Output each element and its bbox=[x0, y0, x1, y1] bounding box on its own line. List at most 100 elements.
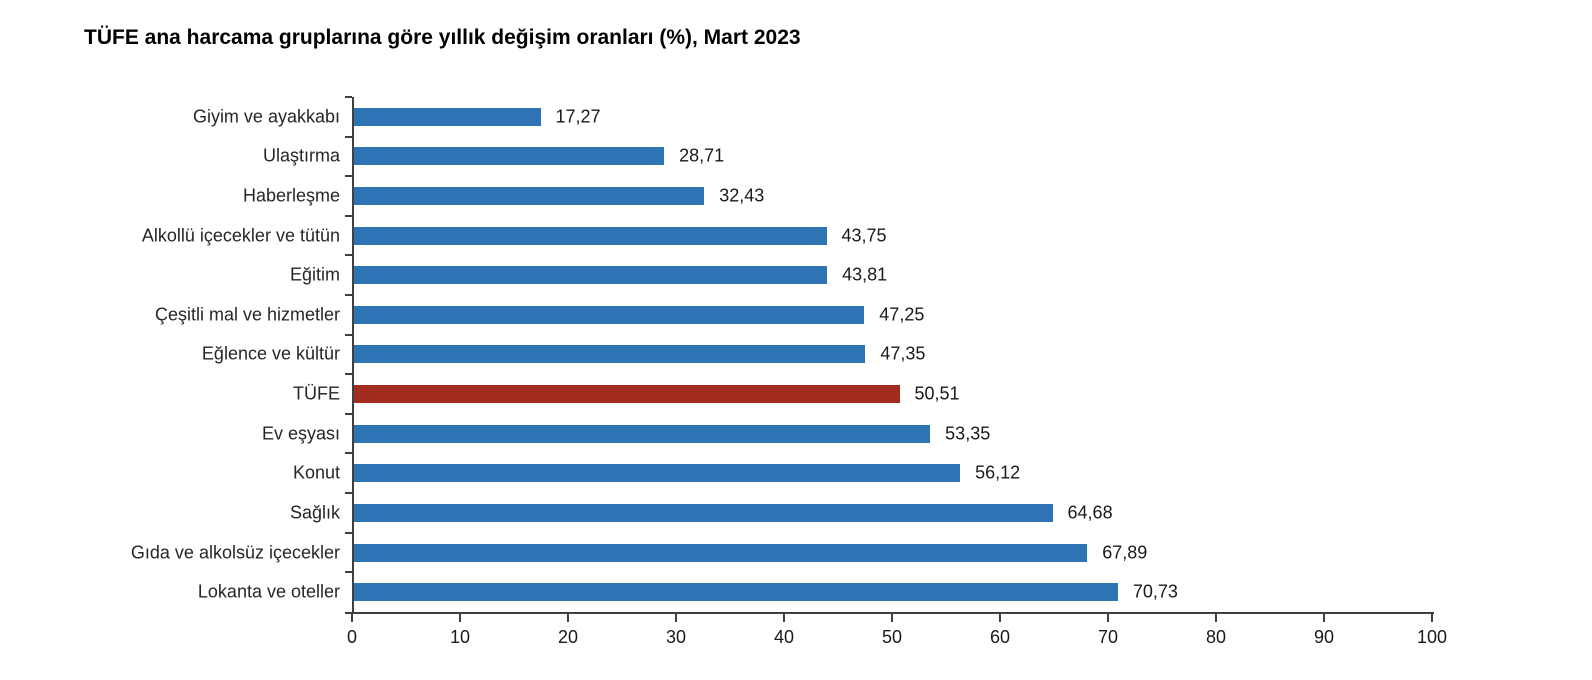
category-label: Ulaştırma bbox=[262, 145, 340, 166]
value-label: 32,43 bbox=[719, 185, 765, 206]
chart-title: TÜFE ana harcama gruplarına göre yıllık … bbox=[84, 26, 801, 49]
y-axis-tick bbox=[345, 492, 352, 495]
y-axis-tick bbox=[345, 214, 352, 217]
chart-row: Gıda ve alkolsüz içecekler 67,89 bbox=[131, 531, 1434, 573]
x-axis-tick: 10 bbox=[450, 614, 470, 648]
chart-row: Eğitim 43,81 bbox=[290, 254, 1434, 295]
y-axis-tick bbox=[345, 294, 352, 297]
x-tick-label: 70 bbox=[1097, 627, 1119, 647]
x-tick-mark bbox=[891, 614, 893, 622]
y-axis-tick bbox=[345, 373, 352, 376]
plot-area: Giyim ve ayakkabı 17,27 Ulaştırma 28,71 Habe… bbox=[131, 96, 1434, 614]
y-axis-tick bbox=[345, 531, 352, 534]
chart-row: Lokanta ve oteller 70,73 bbox=[198, 571, 1434, 612]
bar bbox=[354, 226, 827, 245]
x-axis-tick: 90 bbox=[1314, 614, 1334, 648]
value-label: 17,27 bbox=[555, 106, 601, 127]
bar bbox=[354, 345, 866, 364]
bar bbox=[354, 305, 865, 324]
x-tick-mark bbox=[567, 614, 569, 622]
x-tick-label: 100 bbox=[1416, 627, 1448, 647]
chart-row: Konut 56,12 bbox=[293, 452, 1434, 493]
x-tick-label: 0 bbox=[346, 627, 358, 647]
x-axis-tick: 20 bbox=[558, 614, 578, 648]
x-tick-mark bbox=[1430, 614, 1433, 622]
chart-row: TÜFE 50,51 bbox=[293, 373, 1434, 414]
value-label: 67,89 bbox=[1102, 542, 1148, 562]
chart-row: Eğlence ve kültür 47,35 bbox=[202, 333, 1434, 375]
category-label: Eğlence ve kültür bbox=[201, 343, 340, 364]
bar bbox=[354, 187, 705, 206]
x-axis: 0 10 20 30 40 50 60 70 80 90 100 bbox=[347, 614, 1447, 658]
y-axis-tick bbox=[345, 571, 352, 574]
x-tick-mark bbox=[1323, 614, 1325, 622]
x-axis-tick: 100 bbox=[1417, 614, 1447, 648]
x-tick-label: 90 bbox=[1313, 627, 1335, 647]
chart-row: Ev eşyası 53,35 bbox=[262, 412, 1434, 454]
x-tick-mark bbox=[459, 614, 461, 622]
category-label: TÜFE bbox=[293, 383, 340, 404]
y-axis-tick bbox=[345, 175, 352, 178]
category-label: Çeşitli mal ve hizmetler bbox=[154, 304, 340, 325]
bar bbox=[354, 266, 828, 285]
value-label: 47,25 bbox=[879, 304, 925, 325]
value-label: 56,12 bbox=[975, 462, 1021, 483]
category-label: Eğitim bbox=[289, 264, 340, 285]
category-label: Gıda ve alkolsüz içecekler bbox=[130, 542, 340, 562]
chart-row: Çeşitli mal ve hizmetler 47,25 bbox=[155, 294, 1434, 335]
x-tick-mark bbox=[999, 614, 1001, 622]
x-axis-tick: 30 bbox=[666, 614, 686, 648]
category-label: Haberleşme bbox=[242, 185, 340, 206]
category-label: Konut bbox=[292, 462, 340, 483]
x-tick-mark bbox=[675, 614, 677, 622]
bar bbox=[354, 464, 961, 483]
x-tick-label: 50 bbox=[881, 627, 903, 647]
value-label: 50,51 bbox=[914, 383, 960, 404]
y-axis-tick bbox=[345, 412, 352, 415]
x-tick-mark bbox=[350, 614, 353, 622]
chart-row: Ulaştırma 28,71 bbox=[263, 135, 1434, 177]
y-axis-tick bbox=[345, 254, 352, 257]
chart-row: Giyim ve ayakkabı 17,27 bbox=[193, 96, 1434, 137]
x-tick-label: 10 bbox=[449, 627, 471, 647]
category-label: Ev eşyası bbox=[261, 423, 340, 444]
bar bbox=[354, 147, 665, 166]
value-label: 47,35 bbox=[880, 343, 926, 364]
y-axis-tick bbox=[345, 135, 352, 138]
x-axis-tick: 60 bbox=[990, 614, 1010, 648]
y-axis-tick bbox=[345, 96, 352, 98]
category-label: Lokanta ve oteller bbox=[197, 581, 340, 602]
x-tick-mark bbox=[1107, 614, 1109, 622]
x-tick-mark bbox=[1215, 614, 1217, 622]
x-tick-label: 30 bbox=[665, 627, 687, 647]
chart-row: Sağlık 64,68 bbox=[290, 492, 1434, 533]
y-axis-tick bbox=[345, 452, 352, 455]
value-label: 53,35 bbox=[945, 423, 991, 444]
category-label: Sağlık bbox=[289, 502, 340, 523]
bar bbox=[354, 583, 1118, 602]
x-axis-tick: 40 bbox=[774, 614, 794, 648]
value-label: 70,73 bbox=[1132, 581, 1178, 602]
category-label: Alkollü içecekler ve tütün bbox=[141, 225, 340, 246]
value-label: 43,75 bbox=[841, 225, 887, 246]
chart-row: Haberleşme 32,43 bbox=[243, 175, 1434, 216]
bar bbox=[354, 543, 1088, 562]
x-tick-label: 80 bbox=[1205, 627, 1227, 647]
y-axis-tick bbox=[345, 333, 352, 336]
x-axis-tick: 70 bbox=[1098, 614, 1118, 648]
x-tick-label: 60 bbox=[989, 627, 1011, 647]
chart-row: Alkollü içecekler ve tütün 43,75 bbox=[142, 214, 1434, 256]
bar bbox=[354, 424, 931, 443]
x-tick-mark bbox=[783, 614, 785, 622]
category-label: Giyim ve ayakkabı bbox=[192, 106, 340, 127]
x-axis-tick: 50 bbox=[882, 614, 902, 648]
bar bbox=[354, 107, 541, 126]
x-tick-label: 20 bbox=[557, 627, 579, 647]
x-axis-tick: 80 bbox=[1206, 614, 1226, 648]
x-axis-tick: 0 bbox=[347, 614, 357, 648]
value-label: 43,81 bbox=[842, 264, 888, 285]
bar bbox=[354, 503, 1053, 522]
x-tick-label: 40 bbox=[773, 627, 795, 647]
bar-highlight bbox=[354, 385, 900, 404]
